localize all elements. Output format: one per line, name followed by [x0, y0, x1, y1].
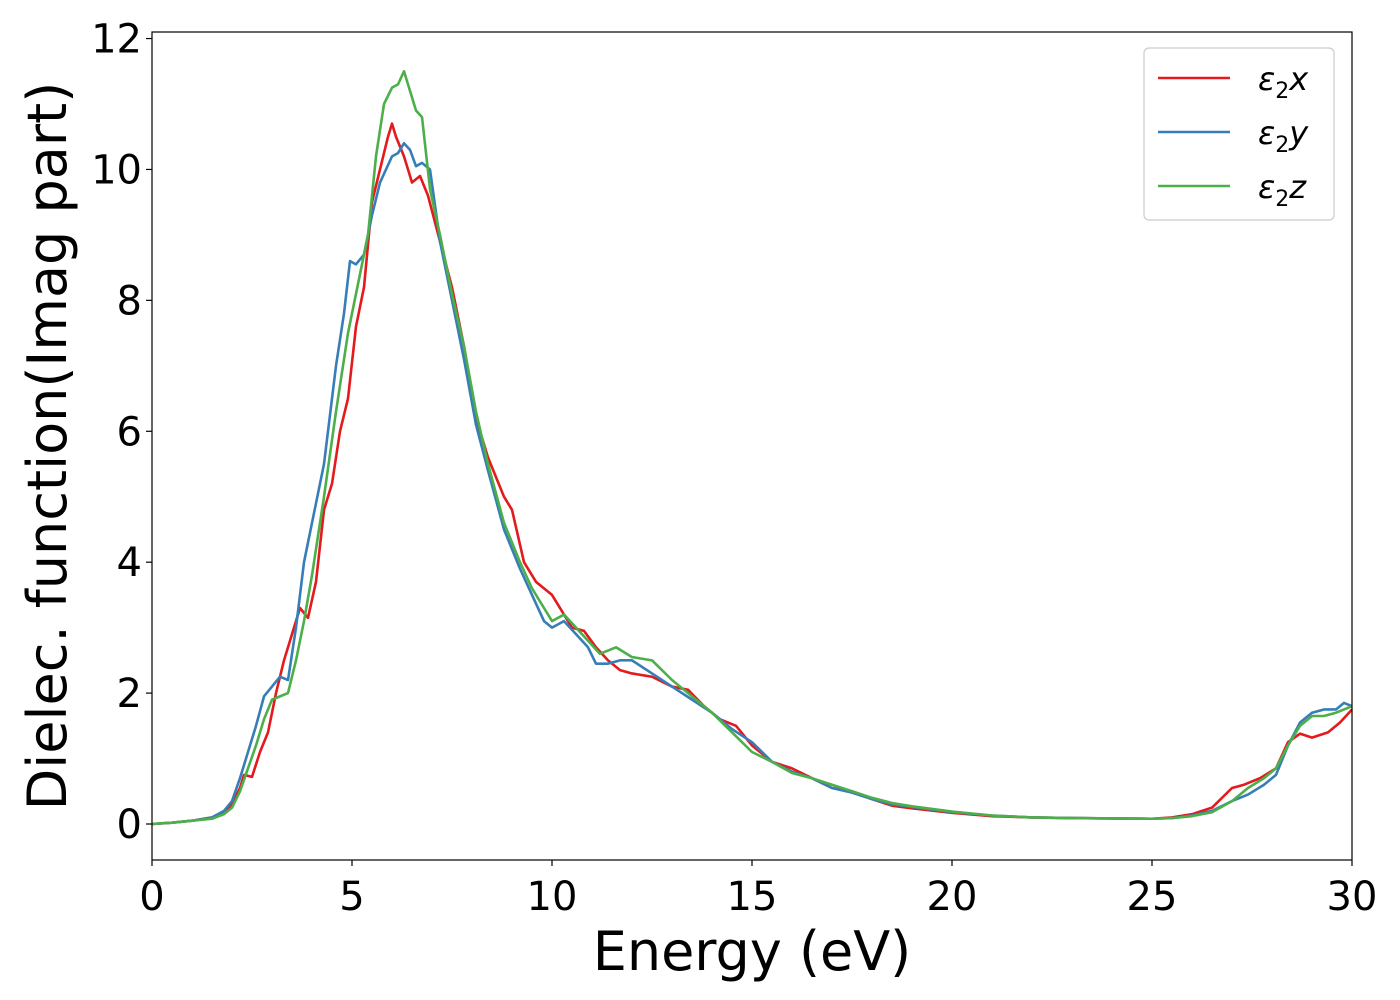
x-tick-label: 25: [1127, 874, 1178, 920]
x-axis-ticks: 0 5 10 15 20 25 30: [139, 860, 1377, 920]
y-tick-label: 10: [91, 147, 142, 193]
x-axis-label: Energy (eV): [593, 920, 912, 983]
y-tick-label: 4: [117, 540, 142, 586]
legend-label-x: ε2x: [1258, 60, 1309, 104]
x-tick-label: 30: [1327, 874, 1378, 920]
y-tick-label: 0: [117, 802, 142, 848]
y-tick-label: 2: [117, 671, 142, 717]
y-axis-ticks: 0 2 4 6 8 10 12: [91, 17, 152, 848]
legend: ε2x ε2y ε2z: [1143, 47, 1335, 221]
y-tick-label: 6: [117, 409, 142, 455]
y-tick-label: 12: [91, 17, 142, 63]
x-tick-label: 10: [527, 874, 578, 920]
series-line-z: [151, 69, 1353, 826]
legend-label-z: ε2z: [1258, 168, 1307, 212]
legend-box: [1143, 47, 1335, 221]
legend-label-y: ε2y: [1258, 114, 1309, 158]
series-layer: [151, 69, 1353, 826]
y-tick-label: 8: [117, 278, 142, 324]
x-tick-label: 20: [927, 874, 978, 920]
x-tick-label: 5: [339, 874, 364, 920]
x-tick-label: 0: [139, 874, 164, 920]
x-tick-label: 15: [727, 874, 778, 920]
y-axis-label: Dielec. function(Imag part): [16, 82, 79, 811]
